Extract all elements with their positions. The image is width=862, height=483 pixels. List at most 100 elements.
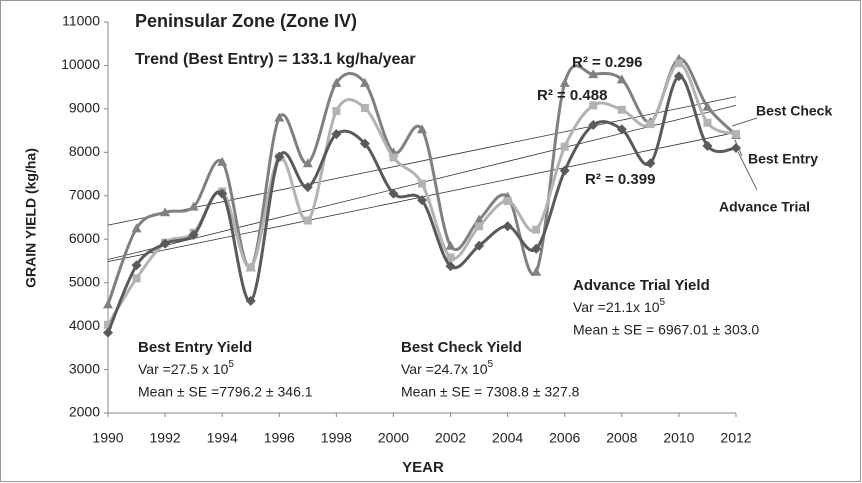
point — [417, 195, 427, 206]
point — [331, 77, 342, 87]
point — [617, 105, 626, 114]
point — [359, 77, 370, 87]
point — [531, 243, 542, 254]
point — [559, 77, 570, 87]
stats-var: Var =21.1x 105 — [573, 297, 666, 315]
x-tick-label: 2008 — [606, 430, 637, 446]
point — [474, 240, 485, 251]
x-tick-label: 1992 — [150, 430, 181, 446]
stats-var-text: Var =27.5 x 10 — [138, 361, 229, 377]
stats-title: Best Entry Yield — [138, 339, 252, 356]
y-axis-label: GRAIN YIELD (kg/ha) — [23, 148, 39, 288]
x-tick-label: 2006 — [549, 430, 580, 446]
point — [703, 118, 712, 127]
r2-label: R² = 0.296 — [572, 54, 642, 71]
legend-arrow — [731, 117, 758, 127]
x-tick-label: 1998 — [321, 430, 352, 446]
y-tick-label: 9000 — [69, 100, 100, 116]
x-axis-label: YEAR — [402, 459, 444, 476]
legend-label: Best Entry — [748, 151, 818, 167]
stats-var: Var =27.5 x 105 — [138, 359, 234, 377]
point — [217, 188, 228, 199]
point — [103, 299, 113, 309]
point — [104, 320, 112, 329]
chart-title: Peninsular Zone (Zone IV) — [135, 11, 357, 31]
point — [589, 101, 598, 110]
point — [302, 182, 313, 193]
point — [274, 112, 285, 122]
point — [532, 225, 541, 234]
point — [674, 59, 683, 68]
y-tick-label: 6000 — [69, 230, 100, 246]
x-tick-label: 2012 — [720, 430, 751, 446]
point — [560, 142, 569, 151]
point — [731, 142, 741, 153]
y-tick-label: 7000 — [69, 186, 100, 202]
point — [331, 129, 342, 140]
x-tick-label: 2002 — [435, 430, 466, 446]
point — [160, 238, 171, 249]
point — [616, 74, 627, 84]
point — [417, 124, 427, 134]
point — [359, 138, 370, 149]
point — [702, 101, 713, 111]
point — [188, 201, 199, 211]
point — [332, 107, 341, 116]
point — [160, 207, 171, 217]
x-tick-label: 1990 — [92, 430, 123, 446]
stats-title: Advance Trial Yield — [573, 277, 710, 294]
stats-var-text: Var =24.7x 10 — [401, 361, 488, 377]
point — [673, 71, 684, 82]
x-tick-label: 2000 — [378, 430, 409, 446]
point — [132, 274, 141, 283]
point — [188, 229, 199, 240]
point — [645, 158, 656, 169]
stats-var-exp: 5 — [228, 359, 234, 370]
stats-var-exp: 5 — [488, 359, 494, 370]
y-tick-label: 4000 — [69, 317, 100, 333]
r2-label: R² = 0.488 — [537, 87, 607, 104]
point — [245, 295, 256, 306]
r2-label: R² = 0.399 — [585, 171, 655, 188]
x-tick-label: 2010 — [663, 430, 694, 446]
y-tick-label: 10000 — [61, 56, 100, 72]
point — [131, 260, 142, 271]
point — [445, 261, 456, 272]
point — [360, 104, 369, 113]
legend-arrow — [734, 139, 743, 157]
point — [503, 196, 512, 205]
point — [588, 119, 599, 130]
point — [303, 216, 312, 225]
trend-text: Trend (Best Entry) = 133.1 kg/ha/year — [135, 51, 416, 68]
point — [502, 221, 513, 232]
point — [446, 253, 455, 262]
point — [418, 179, 426, 188]
point — [559, 165, 570, 176]
point — [389, 153, 398, 162]
stats-mean: Mean ± SE = 7308.8 ± 327.8 — [401, 384, 580, 400]
point — [616, 124, 627, 135]
stats-mean: Mean ± SE = 6967.01 ± 303.0 — [573, 322, 759, 338]
point — [302, 158, 313, 168]
point — [103, 327, 113, 338]
point — [217, 156, 228, 166]
y-tick-label: 11000 — [62, 13, 100, 29]
stats-mean: Mean ± SE =7796.2 ± 346.1 — [138, 384, 313, 400]
point — [131, 223, 142, 233]
y-tick-label: 2000 — [69, 404, 100, 420]
y-tick-label: 8000 — [69, 143, 100, 159]
point — [588, 69, 599, 79]
x-tick-label: 1996 — [264, 430, 295, 446]
y-tick-label: 5000 — [69, 273, 100, 289]
point — [475, 222, 484, 231]
legend-label: Advance Trial — [719, 199, 810, 215]
point — [246, 263, 255, 272]
legend-arrow — [737, 151, 758, 191]
point — [388, 188, 399, 199]
legend-label: Best Check — [756, 103, 832, 119]
point — [531, 266, 542, 276]
point — [646, 120, 655, 129]
point — [274, 151, 285, 162]
